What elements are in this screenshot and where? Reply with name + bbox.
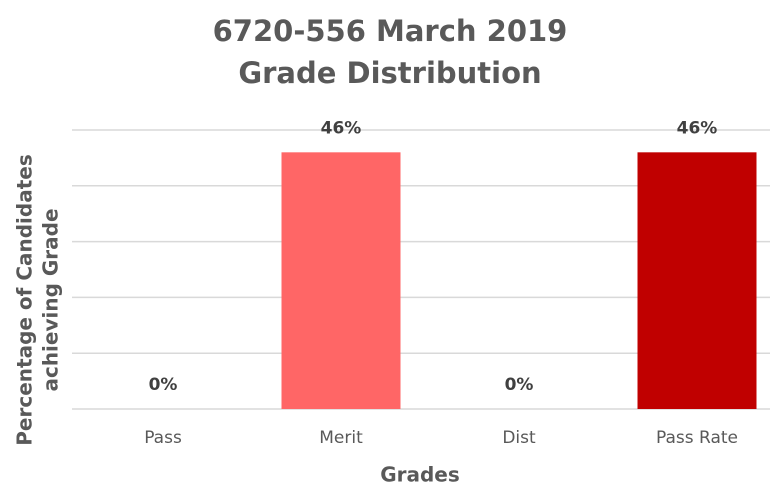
y-axis-label-group: Percentage of Candidates achieving Grade xyxy=(13,154,63,445)
data-label: 0% xyxy=(149,375,178,395)
bar xyxy=(281,152,401,409)
data-label: 46% xyxy=(321,118,362,138)
y-axis-label: Percentage of Candidates xyxy=(13,154,37,445)
chart-title: Grade Distribution xyxy=(238,56,541,90)
bar xyxy=(637,152,757,409)
y-axis-label: achieving Grade xyxy=(39,208,63,391)
x-tick-label: Pass xyxy=(144,428,182,448)
x-axis-label: Grades xyxy=(380,463,460,487)
chart-title: 6720-556 March 2019 xyxy=(213,14,568,48)
x-tick-label: Pass Rate xyxy=(656,428,738,448)
data-label: 0% xyxy=(505,375,534,395)
x-tick-label: Merit xyxy=(319,428,363,448)
data-label: 46% xyxy=(677,118,718,138)
x-tick-label: Dist xyxy=(502,428,536,448)
